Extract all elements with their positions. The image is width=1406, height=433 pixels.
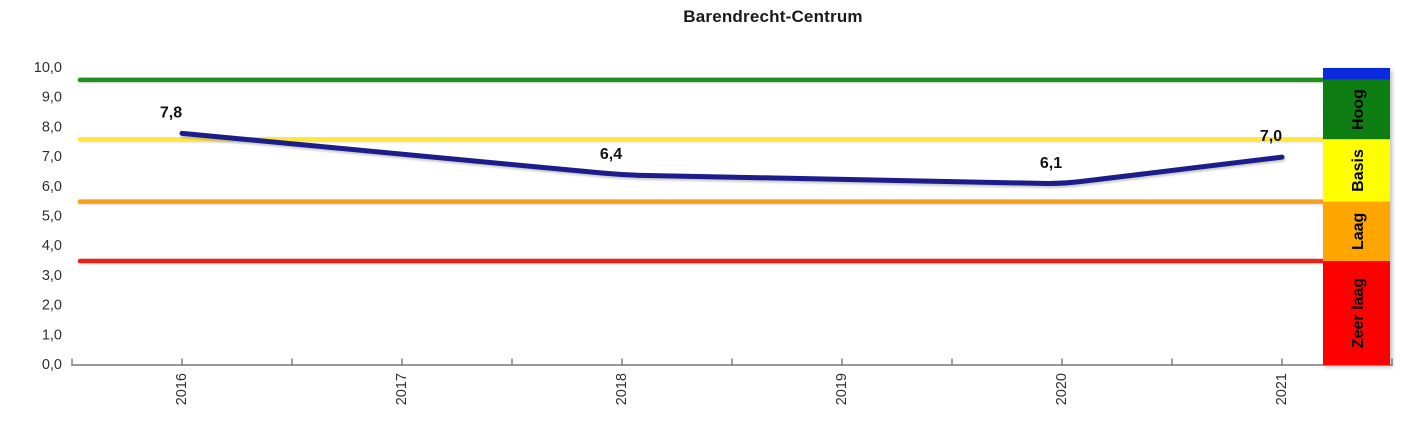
data-point-label: 6,4	[600, 146, 622, 163]
band-top	[1323, 68, 1390, 80]
x-tick-label: 2021	[1274, 373, 1290, 405]
y-tick-label: 1,0	[42, 327, 62, 343]
chart-title: Barendrecht-Centrum	[683, 7, 863, 26]
data-point-labels: 7,8 6,4 6,1 7,0	[160, 104, 1282, 171]
data-point-label: 7,0	[1260, 128, 1282, 145]
y-tick-label: 7,0	[42, 149, 62, 165]
reference-lines	[77, 77, 1325, 264]
band-basis	[1323, 139, 1390, 202]
data-point-label: 7,8	[160, 104, 182, 121]
x-axis-labels: 2016 2017 2018 2019 2020 2021	[174, 373, 1290, 405]
band-label-laag: Laag	[1350, 213, 1367, 250]
x-tick-label: 2018	[614, 373, 630, 405]
y-tick-label: 8,0	[42, 119, 62, 135]
y-tick-label: 9,0	[42, 90, 62, 106]
y-tick-label: 5,0	[42, 209, 62, 225]
y-axis-labels: 0,0 1,0 2,0 3,0 4,0 5,0 6,0 7,0 8,0 9,0 10,0	[34, 60, 62, 373]
series-line	[179, 130, 1285, 186]
band-label-basis: Basis	[1350, 149, 1367, 192]
x-tick-label: 2017	[394, 373, 410, 405]
band-label-zeer-laag: Zeer laag	[1350, 278, 1367, 348]
legend-bands: Hoog Basis Laag Zeer laag	[1323, 68, 1390, 365]
y-tick-label: 4,0	[42, 238, 62, 254]
y-tick-label: 10,0	[34, 60, 62, 76]
y-tick-label: 6,0	[42, 179, 62, 195]
x-tick-label: 2019	[834, 373, 850, 405]
band-label-hoog: Hoog	[1350, 89, 1367, 130]
y-tick-label: 0,0	[42, 357, 62, 373]
band-zeer-laag	[1323, 261, 1390, 365]
band-hoog	[1323, 79, 1390, 140]
band-laag	[1323, 201, 1390, 262]
y-tick-label: 3,0	[42, 268, 62, 284]
x-axis	[71, 358, 1393, 366]
y-tick-label: 2,0	[42, 298, 62, 314]
x-tick-label: 2020	[1054, 373, 1070, 405]
data-point-label: 6,1	[1040, 155, 1062, 172]
x-tick-label: 2016	[174, 373, 190, 405]
